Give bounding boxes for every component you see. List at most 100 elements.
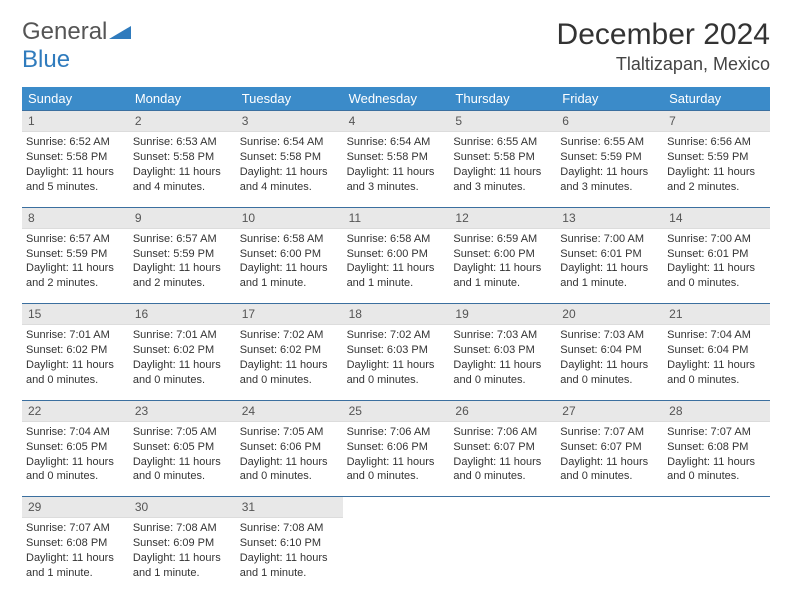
day-number: 8 — [22, 208, 129, 229]
day-number — [343, 497, 450, 517]
sunrise-line: Sunrise: 6:54 AM — [347, 135, 446, 150]
sunset-line: Sunset: 6:01 PM — [667, 247, 766, 262]
week-row: 1Sunrise: 6:52 AMSunset: 5:58 PMDaylight… — [22, 110, 770, 199]
sunset-line: Sunset: 5:59 PM — [667, 150, 766, 165]
sunset-line: Sunset: 6:02 PM — [133, 343, 232, 358]
daylight-line: Daylight: 11 hours and 1 minute. — [453, 261, 552, 291]
day-info: Sunrise: 6:54 AMSunset: 5:58 PMDaylight:… — [343, 132, 450, 198]
day-number: 15 — [22, 304, 129, 325]
sunrise-line: Sunrise: 6:55 AM — [453, 135, 552, 150]
sunrise-line: Sunrise: 7:06 AM — [453, 425, 552, 440]
daylight-line: Daylight: 11 hours and 1 minute. — [560, 261, 659, 291]
daylight-line: Daylight: 11 hours and 5 minutes. — [26, 165, 125, 195]
title-block: December 2024 Tlaltizapan, Mexico — [557, 18, 770, 75]
sunrise-line: Sunrise: 7:03 AM — [560, 328, 659, 343]
day-cell: 10Sunrise: 6:58 AMSunset: 6:00 PMDayligh… — [236, 208, 343, 296]
day-info: Sunrise: 7:04 AMSunset: 6:04 PMDaylight:… — [663, 325, 770, 391]
empty-cell — [449, 497, 556, 585]
day-info: Sunrise: 6:54 AMSunset: 5:58 PMDaylight:… — [236, 132, 343, 198]
daylight-line: Daylight: 11 hours and 3 minutes. — [347, 165, 446, 195]
sunrise-line: Sunrise: 7:03 AM — [453, 328, 552, 343]
sunset-line: Sunset: 5:59 PM — [133, 247, 232, 262]
daylight-line: Daylight: 11 hours and 4 minutes. — [133, 165, 232, 195]
week-row: 8Sunrise: 6:57 AMSunset: 5:59 PMDaylight… — [22, 207, 770, 296]
day-cell: 6Sunrise: 6:55 AMSunset: 5:59 PMDaylight… — [556, 111, 663, 199]
day-of-week-row: SundayMondayTuesdayWednesdayThursdayFrid… — [22, 87, 770, 110]
day-cell: 5Sunrise: 6:55 AMSunset: 5:58 PMDaylight… — [449, 111, 556, 199]
day-cell: 20Sunrise: 7:03 AMSunset: 6:04 PMDayligh… — [556, 304, 663, 392]
day-cell: 3Sunrise: 6:54 AMSunset: 5:58 PMDaylight… — [236, 111, 343, 199]
daylight-line: Daylight: 11 hours and 1 minute. — [26, 551, 125, 581]
daylight-line: Daylight: 11 hours and 0 minutes. — [560, 455, 659, 485]
sunset-line: Sunset: 6:03 PM — [347, 343, 446, 358]
day-cell: 13Sunrise: 7:00 AMSunset: 6:01 PMDayligh… — [556, 208, 663, 296]
sunset-line: Sunset: 6:07 PM — [453, 440, 552, 455]
day-cell: 27Sunrise: 7:07 AMSunset: 6:07 PMDayligh… — [556, 401, 663, 489]
sunset-line: Sunset: 5:58 PM — [347, 150, 446, 165]
sunrise-line: Sunrise: 6:59 AM — [453, 232, 552, 247]
daylight-line: Daylight: 11 hours and 2 minutes. — [667, 165, 766, 195]
day-cell: 25Sunrise: 7:06 AMSunset: 6:06 PMDayligh… — [343, 401, 450, 489]
daylight-line: Daylight: 11 hours and 0 minutes. — [667, 358, 766, 388]
daylight-line: Daylight: 11 hours and 1 minute. — [347, 261, 446, 291]
day-cell: 22Sunrise: 7:04 AMSunset: 6:05 PMDayligh… — [22, 401, 129, 489]
day-cell: 1Sunrise: 6:52 AMSunset: 5:58 PMDaylight… — [22, 111, 129, 199]
day-info: Sunrise: 6:57 AMSunset: 5:59 PMDaylight:… — [22, 229, 129, 295]
day-cell: 29Sunrise: 7:07 AMSunset: 6:08 PMDayligh… — [22, 497, 129, 585]
day-cell: 17Sunrise: 7:02 AMSunset: 6:02 PMDayligh… — [236, 304, 343, 392]
sunset-line: Sunset: 6:07 PM — [560, 440, 659, 455]
daylight-line: Daylight: 11 hours and 1 minute. — [240, 261, 339, 291]
day-cell: 19Sunrise: 7:03 AMSunset: 6:03 PMDayligh… — [449, 304, 556, 392]
day-number: 12 — [449, 208, 556, 229]
day-info: Sunrise: 7:00 AMSunset: 6:01 PMDaylight:… — [663, 229, 770, 295]
day-info: Sunrise: 7:08 AMSunset: 6:09 PMDaylight:… — [129, 518, 236, 584]
sunrise-line: Sunrise: 6:57 AM — [133, 232, 232, 247]
day-number: 29 — [22, 497, 129, 518]
sunrise-line: Sunrise: 6:52 AM — [26, 135, 125, 150]
day-info: Sunrise: 6:55 AMSunset: 5:59 PMDaylight:… — [556, 132, 663, 198]
sunrise-line: Sunrise: 7:07 AM — [560, 425, 659, 440]
day-number: 16 — [129, 304, 236, 325]
dow-saturday: Saturday — [663, 87, 770, 110]
sunset-line: Sunset: 6:02 PM — [26, 343, 125, 358]
week-row: 22Sunrise: 7:04 AMSunset: 6:05 PMDayligh… — [22, 400, 770, 489]
day-info: Sunrise: 7:02 AMSunset: 6:03 PMDaylight:… — [343, 325, 450, 391]
daylight-line: Daylight: 11 hours and 0 minutes. — [453, 358, 552, 388]
sunrise-line: Sunrise: 7:06 AM — [347, 425, 446, 440]
sunrise-line: Sunrise: 7:00 AM — [667, 232, 766, 247]
day-cell: 4Sunrise: 6:54 AMSunset: 5:58 PMDaylight… — [343, 111, 450, 199]
day-cell: 9Sunrise: 6:57 AMSunset: 5:59 PMDaylight… — [129, 208, 236, 296]
daylight-line: Daylight: 11 hours and 0 minutes. — [667, 261, 766, 291]
logo-part2: Blue — [22, 46, 70, 73]
day-number: 5 — [449, 111, 556, 132]
day-info: Sunrise: 7:05 AMSunset: 6:06 PMDaylight:… — [236, 422, 343, 488]
sunrise-line: Sunrise: 6:58 AM — [347, 232, 446, 247]
sunset-line: Sunset: 6:04 PM — [667, 343, 766, 358]
day-info: Sunrise: 7:05 AMSunset: 6:05 PMDaylight:… — [129, 422, 236, 488]
day-number: 18 — [343, 304, 450, 325]
daylight-line: Daylight: 11 hours and 1 minute. — [240, 551, 339, 581]
day-number: 14 — [663, 208, 770, 229]
sunrise-line: Sunrise: 7:02 AM — [347, 328, 446, 343]
day-cell: 30Sunrise: 7:08 AMSunset: 6:09 PMDayligh… — [129, 497, 236, 585]
day-number: 7 — [663, 111, 770, 132]
dow-tuesday: Tuesday — [236, 87, 343, 110]
daylight-line: Daylight: 11 hours and 0 minutes. — [347, 455, 446, 485]
day-number: 24 — [236, 401, 343, 422]
day-number: 20 — [556, 304, 663, 325]
sunrise-line: Sunrise: 7:08 AM — [133, 521, 232, 536]
location: Tlaltizapan, Mexico — [557, 54, 770, 75]
sunset-line: Sunset: 6:06 PM — [347, 440, 446, 455]
daylight-line: Daylight: 11 hours and 0 minutes. — [667, 455, 766, 485]
daylight-line: Daylight: 11 hours and 3 minutes. — [560, 165, 659, 195]
day-info: Sunrise: 7:01 AMSunset: 6:02 PMDaylight:… — [22, 325, 129, 391]
day-info: Sunrise: 6:52 AMSunset: 5:58 PMDaylight:… — [22, 132, 129, 198]
sunrise-line: Sunrise: 7:04 AM — [26, 425, 125, 440]
day-number — [449, 497, 556, 517]
day-number: 9 — [129, 208, 236, 229]
day-cell: 7Sunrise: 6:56 AMSunset: 5:59 PMDaylight… — [663, 111, 770, 199]
sunrise-line: Sunrise: 7:05 AM — [240, 425, 339, 440]
day-number: 31 — [236, 497, 343, 518]
day-info: Sunrise: 7:06 AMSunset: 6:07 PMDaylight:… — [449, 422, 556, 488]
day-info: Sunrise: 6:56 AMSunset: 5:59 PMDaylight:… — [663, 132, 770, 198]
